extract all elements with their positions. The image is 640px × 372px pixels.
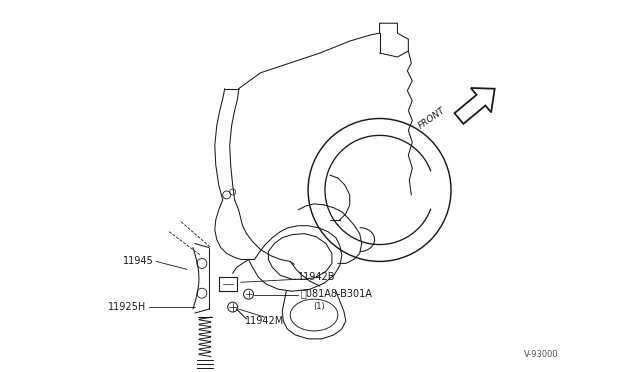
Text: (1): (1) [313,302,325,311]
Polygon shape [454,88,495,124]
Bar [219,277,237,291]
Text: 11942M: 11942M [244,316,284,326]
Text: Ⓑ081A8-B301A: Ⓑ081A8-B301A [300,288,372,298]
Text: FRONT: FRONT [417,105,447,130]
Text: 11942B: 11942B [298,272,335,282]
Text: 11945: 11945 [122,256,153,266]
Text: 11925H: 11925H [108,302,147,312]
Text: V-93000: V-93000 [524,350,558,359]
